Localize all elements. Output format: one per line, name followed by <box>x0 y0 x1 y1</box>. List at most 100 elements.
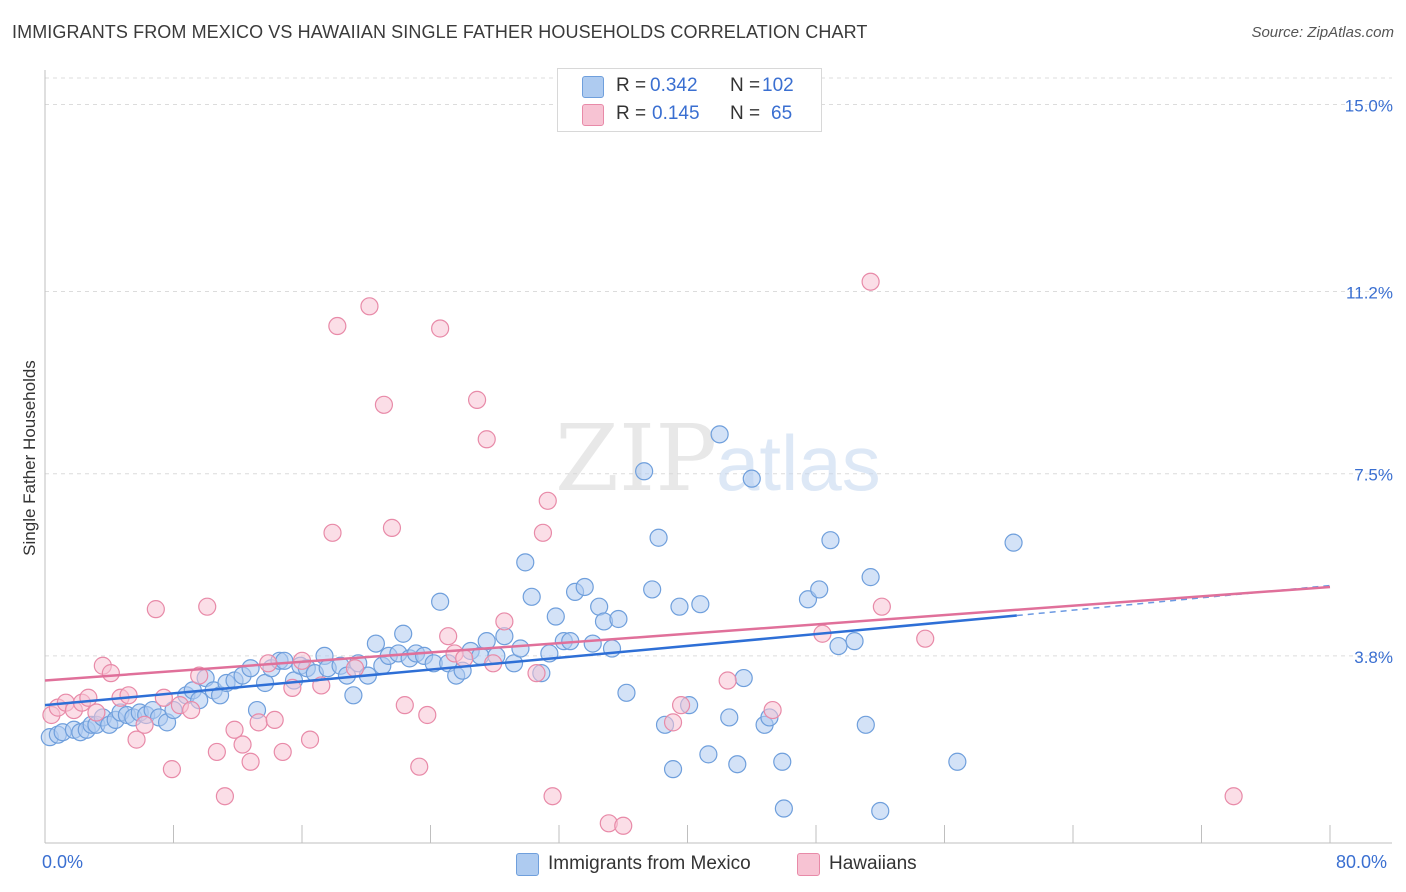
watermark-atlas: atlas <box>716 419 881 507</box>
n-label: N = <box>730 103 761 124</box>
hawaiians-trend-line <box>44 585 1331 682</box>
mexico-point <box>773 752 792 771</box>
hawaiians-point <box>671 696 691 715</box>
stats-legend: R = 0.342 N = 102 R = 0.145 N = 65 <box>557 68 822 132</box>
y-tick-labels: 3.8% 7.5% 11.2% 15.0% <box>1345 96 1393 666</box>
mexico-point <box>635 462 654 481</box>
mexico-point <box>670 597 689 616</box>
hawaiians-point <box>495 612 514 631</box>
hawaiians-point <box>127 730 146 749</box>
mexico-point <box>861 568 880 587</box>
mexico-point <box>431 592 450 611</box>
n-value-mexico: 102 <box>762 75 794 96</box>
hawaiians-point <box>410 757 429 776</box>
hawaiians-point <box>225 720 244 739</box>
mexico-point <box>583 634 602 653</box>
r-label: R = <box>616 75 647 96</box>
hawaiians-point <box>182 700 201 720</box>
hawaiians-point <box>265 710 284 730</box>
mexico-point <box>617 683 636 702</box>
hawaiians-point <box>241 752 260 771</box>
mexico-trend-extension <box>1016 584 1331 617</box>
hawaiians-point <box>418 705 437 725</box>
mexico-trend-line <box>44 614 1017 707</box>
hawaiians-point <box>538 491 557 510</box>
hawaiians-point <box>345 659 365 678</box>
hawaiians-point <box>861 272 880 291</box>
hawaiians-point <box>233 735 252 754</box>
n-label: N = <box>730 75 761 96</box>
mexico-point <box>575 577 594 597</box>
series-hawaiians-points <box>42 272 1243 835</box>
hawaiians-point <box>395 696 414 715</box>
hawaiians-point <box>162 760 181 779</box>
hawaiians-legend-swatch <box>797 853 820 876</box>
mexico-point <box>394 624 413 643</box>
hawaiians-point <box>154 688 173 707</box>
hawaiians-point <box>249 713 268 732</box>
mexico-point <box>649 528 668 547</box>
mexico-point <box>720 708 739 727</box>
mexico-point <box>728 755 747 774</box>
hawaiians-point <box>146 600 165 619</box>
r-value-mexico: 0.342 <box>650 75 698 96</box>
mexico-point <box>691 595 710 614</box>
mexico-point <box>366 634 385 653</box>
chart-title: IMMIGRANTS FROM MEXICO VS HAWAIIAN SINGL… <box>12 22 868 42</box>
mexico-point <box>516 553 535 572</box>
hawaiians-point <box>467 390 487 409</box>
mexico-point <box>734 668 753 688</box>
mexico-point <box>774 799 793 818</box>
hawaiians-point <box>215 787 234 806</box>
hawaiians-point <box>300 730 320 749</box>
mexico-point <box>948 752 967 771</box>
hawaiians-point <box>119 686 138 705</box>
hawaiians-point <box>916 629 935 648</box>
x-tick-max: 80.0% <box>1336 852 1388 872</box>
y-tick-label: 3.8% <box>1354 648 1393 667</box>
hawaiians-point <box>360 297 379 316</box>
hawaiians-point <box>872 597 891 616</box>
r-value-hawaiians: 0.145 <box>652 103 700 124</box>
hawaiians-point <box>101 664 120 683</box>
hawaiians-point <box>374 395 394 414</box>
hawaiians-point <box>763 700 782 720</box>
y-tick-label: 11.2% <box>1346 284 1393 303</box>
series-mexico-points <box>40 425 1023 821</box>
r-label: R = <box>616 103 647 124</box>
hawaiians-point <box>543 787 562 806</box>
grid-lines <box>45 77 1392 657</box>
mexico-legend-label: Immigrants from Mexico <box>548 853 751 874</box>
hawaiians-point <box>207 742 226 762</box>
hawaiians-point <box>718 671 737 690</box>
mexico-point <box>829 636 848 656</box>
hawaiians-point <box>323 523 342 542</box>
hawaiians-point <box>527 664 546 683</box>
mexico-point <box>856 715 875 734</box>
hawaiians-point <box>439 627 458 646</box>
hawaiians-swatch <box>582 104 604 126</box>
mexico-point <box>643 580 662 599</box>
hawaiians-point <box>135 715 154 734</box>
hawaiians-point <box>273 742 292 762</box>
hawaiians-legend-label: Hawaiians <box>829 853 917 874</box>
hawaiians-point <box>190 666 209 685</box>
hawaiians-point <box>382 518 402 537</box>
watermark-zip: ZIP <box>555 405 717 512</box>
x-tick-min: 0.0% <box>42 852 84 872</box>
y-tick-label: 7.5% <box>1354 466 1393 485</box>
mexico-point <box>522 587 541 606</box>
mexico-point <box>845 632 864 651</box>
hawaiians-point <box>533 523 553 542</box>
mexico-point <box>609 609 628 629</box>
mexico-point <box>1004 533 1023 552</box>
hawaiians-point <box>198 597 217 616</box>
n-value-hawaiians: 65 <box>771 103 793 124</box>
hawaiians-point <box>455 649 474 668</box>
mexico-point <box>663 760 683 779</box>
hawaiians-point <box>477 430 496 449</box>
mexico-point <box>546 607 565 626</box>
mexico-point <box>241 659 260 678</box>
mexico-point <box>810 580 829 599</box>
